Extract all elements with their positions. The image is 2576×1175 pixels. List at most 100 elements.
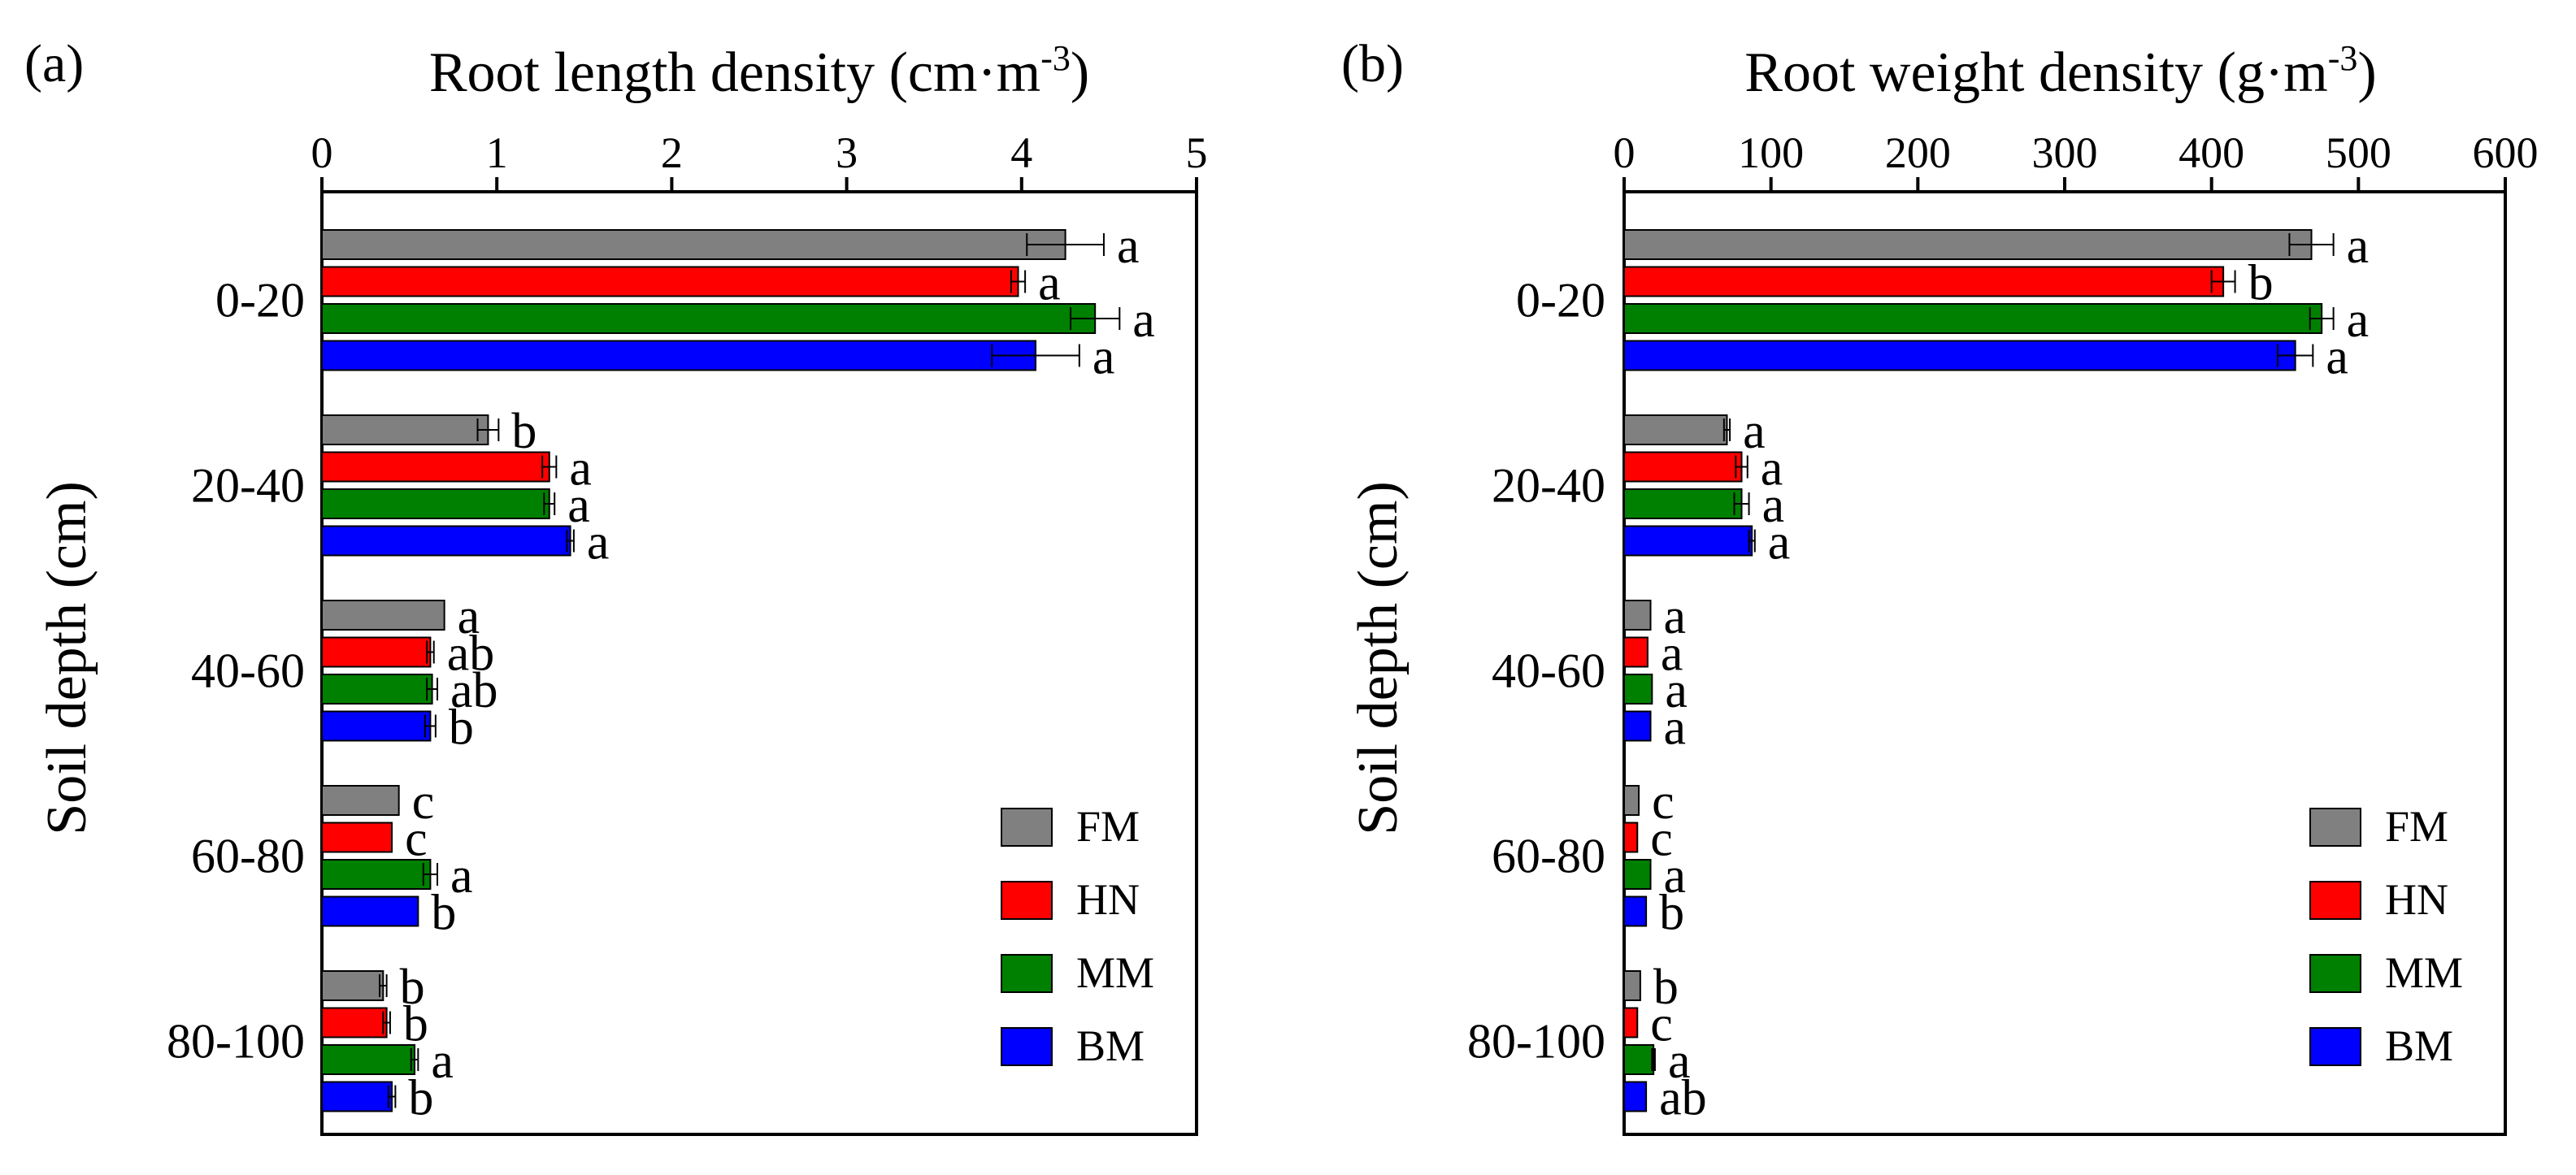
bar-bm-80-100	[1623, 1081, 1648, 1112]
category-label: 60-80	[191, 829, 305, 882]
legend-swatch-fm	[1001, 808, 1053, 847]
legend-label-fm: FM	[2385, 802, 2448, 851]
bar-mm-60-80	[1623, 859, 1652, 890]
category-label: 20-40	[191, 458, 305, 512]
bar-bm-0-20	[321, 340, 1037, 371]
x-tick-label: 3	[836, 128, 858, 177]
significance-letter: b	[403, 997, 428, 1052]
legend-swatch-hn	[2309, 881, 2361, 920]
chart-title-superscript: -3	[2328, 38, 2358, 78]
bar-bm-40-60	[321, 710, 432, 742]
significance-letter: b	[1659, 886, 1684, 941]
y-axis-label: Soil depth (cm)	[36, 481, 98, 835]
bar-bm-0-20	[1623, 340, 2296, 371]
significance-letter: a	[1038, 256, 1061, 311]
chart-panel-a: (a) Root length density (cm·m-3) 0 1 2 3 4 5 Soi…	[24, 34, 1208, 1136]
legend-swatch-mm	[1001, 954, 1053, 993]
significance-letter: a	[567, 478, 590, 533]
bar-hn-60-80	[1623, 822, 1639, 853]
bar-fm-0-20	[1623, 229, 2313, 260]
significance-letter: a	[569, 441, 592, 496]
significance-letter: a	[1665, 663, 1688, 718]
bar-hn-20-40	[321, 451, 550, 483]
y-axis-label: Soil depth (cm)	[1347, 481, 1410, 835]
legend-label-hn: HN	[2385, 875, 2448, 924]
x-tick-label: 4	[1010, 128, 1032, 177]
bar-mm-0-20	[1623, 303, 2323, 334]
bar-fm-60-80	[321, 785, 400, 816]
significance-letter: b	[511, 404, 536, 459]
significance-letter: ab	[447, 627, 495, 682]
bar-bm-60-80	[1623, 895, 1648, 927]
panel-label: (b)	[1341, 34, 1404, 93]
bar-hn-40-60	[1623, 636, 1649, 668]
x-tick-label: 600	[2473, 128, 2539, 177]
significance-letter: a	[2347, 219, 2370, 274]
bar-mm-60-80	[321, 859, 432, 890]
legend-label-hn: HN	[1076, 875, 1140, 924]
significance-letter: a	[1761, 441, 1783, 496]
category-label: 80-100	[167, 1014, 305, 1068]
bar-hn-40-60	[321, 636, 432, 668]
significance-letter: a	[431, 1034, 454, 1089]
significance-letter: a	[458, 589, 480, 644]
significance-letter: b	[408, 1071, 433, 1126]
x-tick-label: 5	[1186, 128, 1208, 177]
category-label: 60-80	[1492, 829, 1605, 882]
significance-letter: a	[450, 848, 473, 904]
significance-letter: b	[431, 886, 456, 941]
significance-letter: a	[1664, 700, 1687, 756]
bar-hn-80-100	[321, 1007, 388, 1038]
x-tick-label: 300	[2032, 128, 2098, 177]
bar-bm-40-60	[1623, 710, 1652, 742]
bar-bm-20-40	[1623, 525, 1753, 557]
bar-fm-60-80	[1623, 785, 1640, 816]
significance-letter: c	[1650, 997, 1673, 1052]
bar-fm-40-60	[321, 600, 445, 631]
category-label: 80-100	[1467, 1014, 1605, 1068]
bar-fm-0-20	[321, 229, 1066, 260]
bar-hn-80-100	[1623, 1007, 1639, 1038]
bar-hn-0-20	[1623, 266, 2225, 297]
legend-label-mm: MM	[1076, 948, 1154, 997]
significance-letter: a	[1664, 589, 1687, 644]
significance-letter: a	[1093, 330, 1115, 385]
bar-mm-0-20	[321, 303, 1097, 334]
significance-letter: a	[1664, 848, 1687, 904]
significance-letter: a	[1668, 1034, 1691, 1089]
bar-mm-40-60	[1623, 674, 1653, 705]
x-tick-label: 200	[1885, 128, 1951, 177]
legend-label-fm: FM	[1076, 802, 1140, 851]
category-label: 40-60	[191, 644, 305, 697]
bar-fm-20-40	[1623, 414, 1728, 445]
x-tick-label: 100	[1738, 128, 1804, 177]
significance-letter: a	[1762, 478, 1785, 533]
chart-title-main: Root weight density (g·m	[1744, 41, 2327, 104]
chart-title-main: Root length density (cm·m	[429, 41, 1040, 104]
chart-panel-b: (b) Root weight density (g·m-3) 0 100 200 300…	[1341, 34, 2539, 1136]
legend-swatch-fm	[2309, 808, 2361, 847]
bar-hn-0-20	[321, 266, 1019, 297]
bar-bm-80-100	[321, 1081, 393, 1112]
bar-mm-40-60	[321, 674, 433, 705]
panel-label: (a)	[24, 34, 84, 93]
x-tick-label: 400	[2179, 128, 2244, 177]
significance-letter: a	[1132, 293, 1155, 348]
significance-letter: c	[1650, 812, 1673, 867]
chart-title-superscript: -3	[1040, 38, 1071, 78]
significance-letter: a	[1768, 515, 1791, 570]
category-label: 20-40	[1492, 458, 1605, 512]
bar-mm-20-40	[321, 488, 550, 519]
significance-letter: ab	[1659, 1071, 1707, 1126]
category-label: 40-60	[1492, 644, 1605, 697]
significance-letter: c	[1652, 774, 1675, 830]
significance-letter: b	[2248, 256, 2274, 311]
category-label: 0-20	[215, 273, 305, 327]
bar-fm-20-40	[321, 414, 489, 445]
bar-fm-40-60	[1623, 600, 1652, 631]
significance-letter: a	[1117, 219, 1140, 274]
bar-mm-80-100	[1623, 1044, 1655, 1075]
significance-letter: ab	[450, 663, 498, 718]
chart-title: Root weight density (g·m-3)	[1744, 38, 2376, 104]
